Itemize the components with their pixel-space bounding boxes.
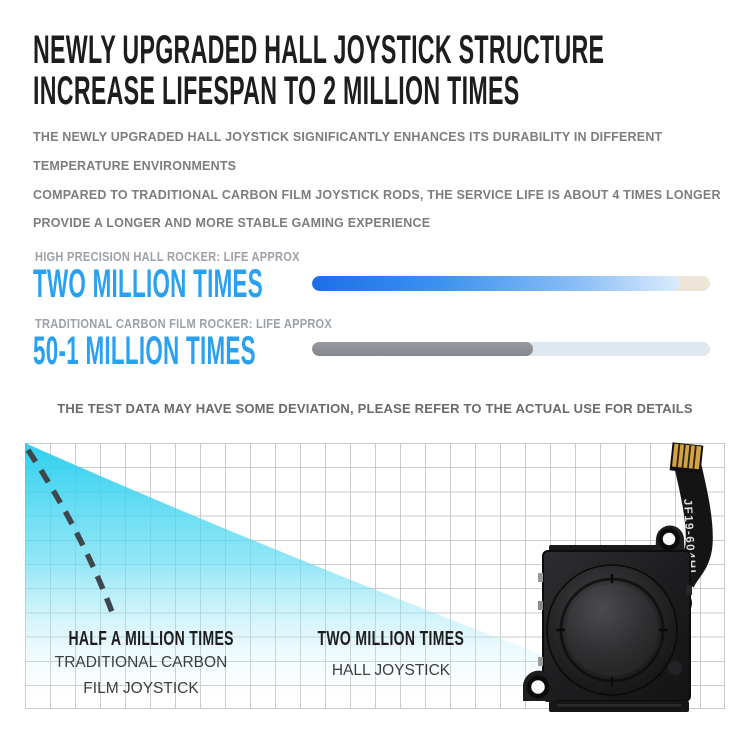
intro-line-2: TEMPERATURE ENVIRONMENTS: [33, 158, 237, 173]
mounting-hole-top: [658, 528, 680, 550]
joystick-cap: [546, 564, 678, 696]
hall-lifespan-bar-fill: [312, 276, 681, 291]
carbon-rocker-value-text: 50-1 MILLION TIMES: [33, 329, 256, 373]
joystick-module-body: [523, 525, 692, 712]
disclaimer-text: THE TEST DATA MAY HAVE SOME DEVIATION, P…: [57, 401, 693, 416]
carbon-lifespan-bar-track: [312, 342, 710, 356]
decline-trend-dashed-arrow: [25, 448, 118, 621]
lifespan-decline-chart: HALF A MILLION TIMES TRADITIONAL CARBON …: [0, 428, 750, 750]
hall-chart-title: TWO MILLION TIMES: [283, 628, 499, 650]
intro-line-3: COMPARED TO TRADITIONAL CARBON FILM JOYS…: [33, 187, 721, 202]
carbon-lifespan-bar-fill: [312, 342, 533, 356]
joystick-product-photo: JF19-604HL: [523, 442, 713, 712]
carbon-chart-subtitle-2: FILM JOYSTICK: [83, 680, 199, 697]
carbon-rocker-label-text: TRADITIONAL CARBON FILM ROCKER: LIFE APP…: [35, 316, 333, 331]
lifespan-decline-area: [25, 443, 585, 709]
intro-paragraph: THE NEWLY UPGRADED HALL JOYSTICK SIGNIFI…: [33, 123, 721, 238]
mounting-hole-bottom: [526, 675, 550, 699]
hall-chart-subtitle: HALL JOYSTICK: [331, 662, 451, 679]
headline-line-1: NEWLY UPGRADED HALL JOYSTICK STRUCTURE: [33, 30, 750, 71]
cable-gold-connector: [669, 442, 704, 474]
hall-lifespan-bar-track: [312, 276, 710, 291]
carbon-rocker-label: TRADITIONAL CARBON FILM ROCKER: LIFE APP…: [35, 316, 384, 331]
hall-rocker-value-text: TWO MILLION TIMES: [33, 262, 263, 306]
hall-chart-group: TWO MILLION TIMES HALL JOYSTICK: [283, 628, 499, 684]
carbon-chart-subtitle-1: TRADITIONAL CARBON: [54, 654, 228, 671]
hall-rocker-value: TWO MILLION TIMES: [33, 264, 444, 304]
headline-line-2: INCREASE LIFESPAN TO 2 MILLION TIMES: [33, 71, 750, 112]
intro-line-1: THE NEWLY UPGRADED HALL JOYSTICK SIGNIFI…: [33, 130, 663, 144]
hall-rocker-label: HIGH PRECISION HALL ROCKER: LIFE APPROX: [35, 249, 346, 264]
intro-line-4: PROVIDE A LONGER AND MORE STABLE GAMING …: [33, 216, 431, 231]
carbon-chart-title-text: HALF A MILLION TIMES: [68, 628, 234, 650]
hall-chart-title-text: TWO MILLION TIMES: [317, 628, 465, 650]
carbon-chart-group: HALF A MILLION TIMES TRADITIONAL CARBON …: [33, 628, 249, 702]
headline-line-2-text: INCREASE LIFESPAN TO 2 MILLION TIMES: [33, 69, 520, 113]
hall-rocker-label-text: HIGH PRECISION HALL ROCKER: LIFE APPROX: [35, 249, 300, 264]
decline-area-shape: [25, 443, 585, 709]
headline-line-1-text: NEWLY UPGRADED HALL JOYSTICK STRUCTURE: [33, 28, 605, 72]
carbon-rocker-value: 50-1 MILLION TIMES: [33, 331, 431, 371]
carbon-chart-title: HALF A MILLION TIMES: [33, 628, 249, 650]
